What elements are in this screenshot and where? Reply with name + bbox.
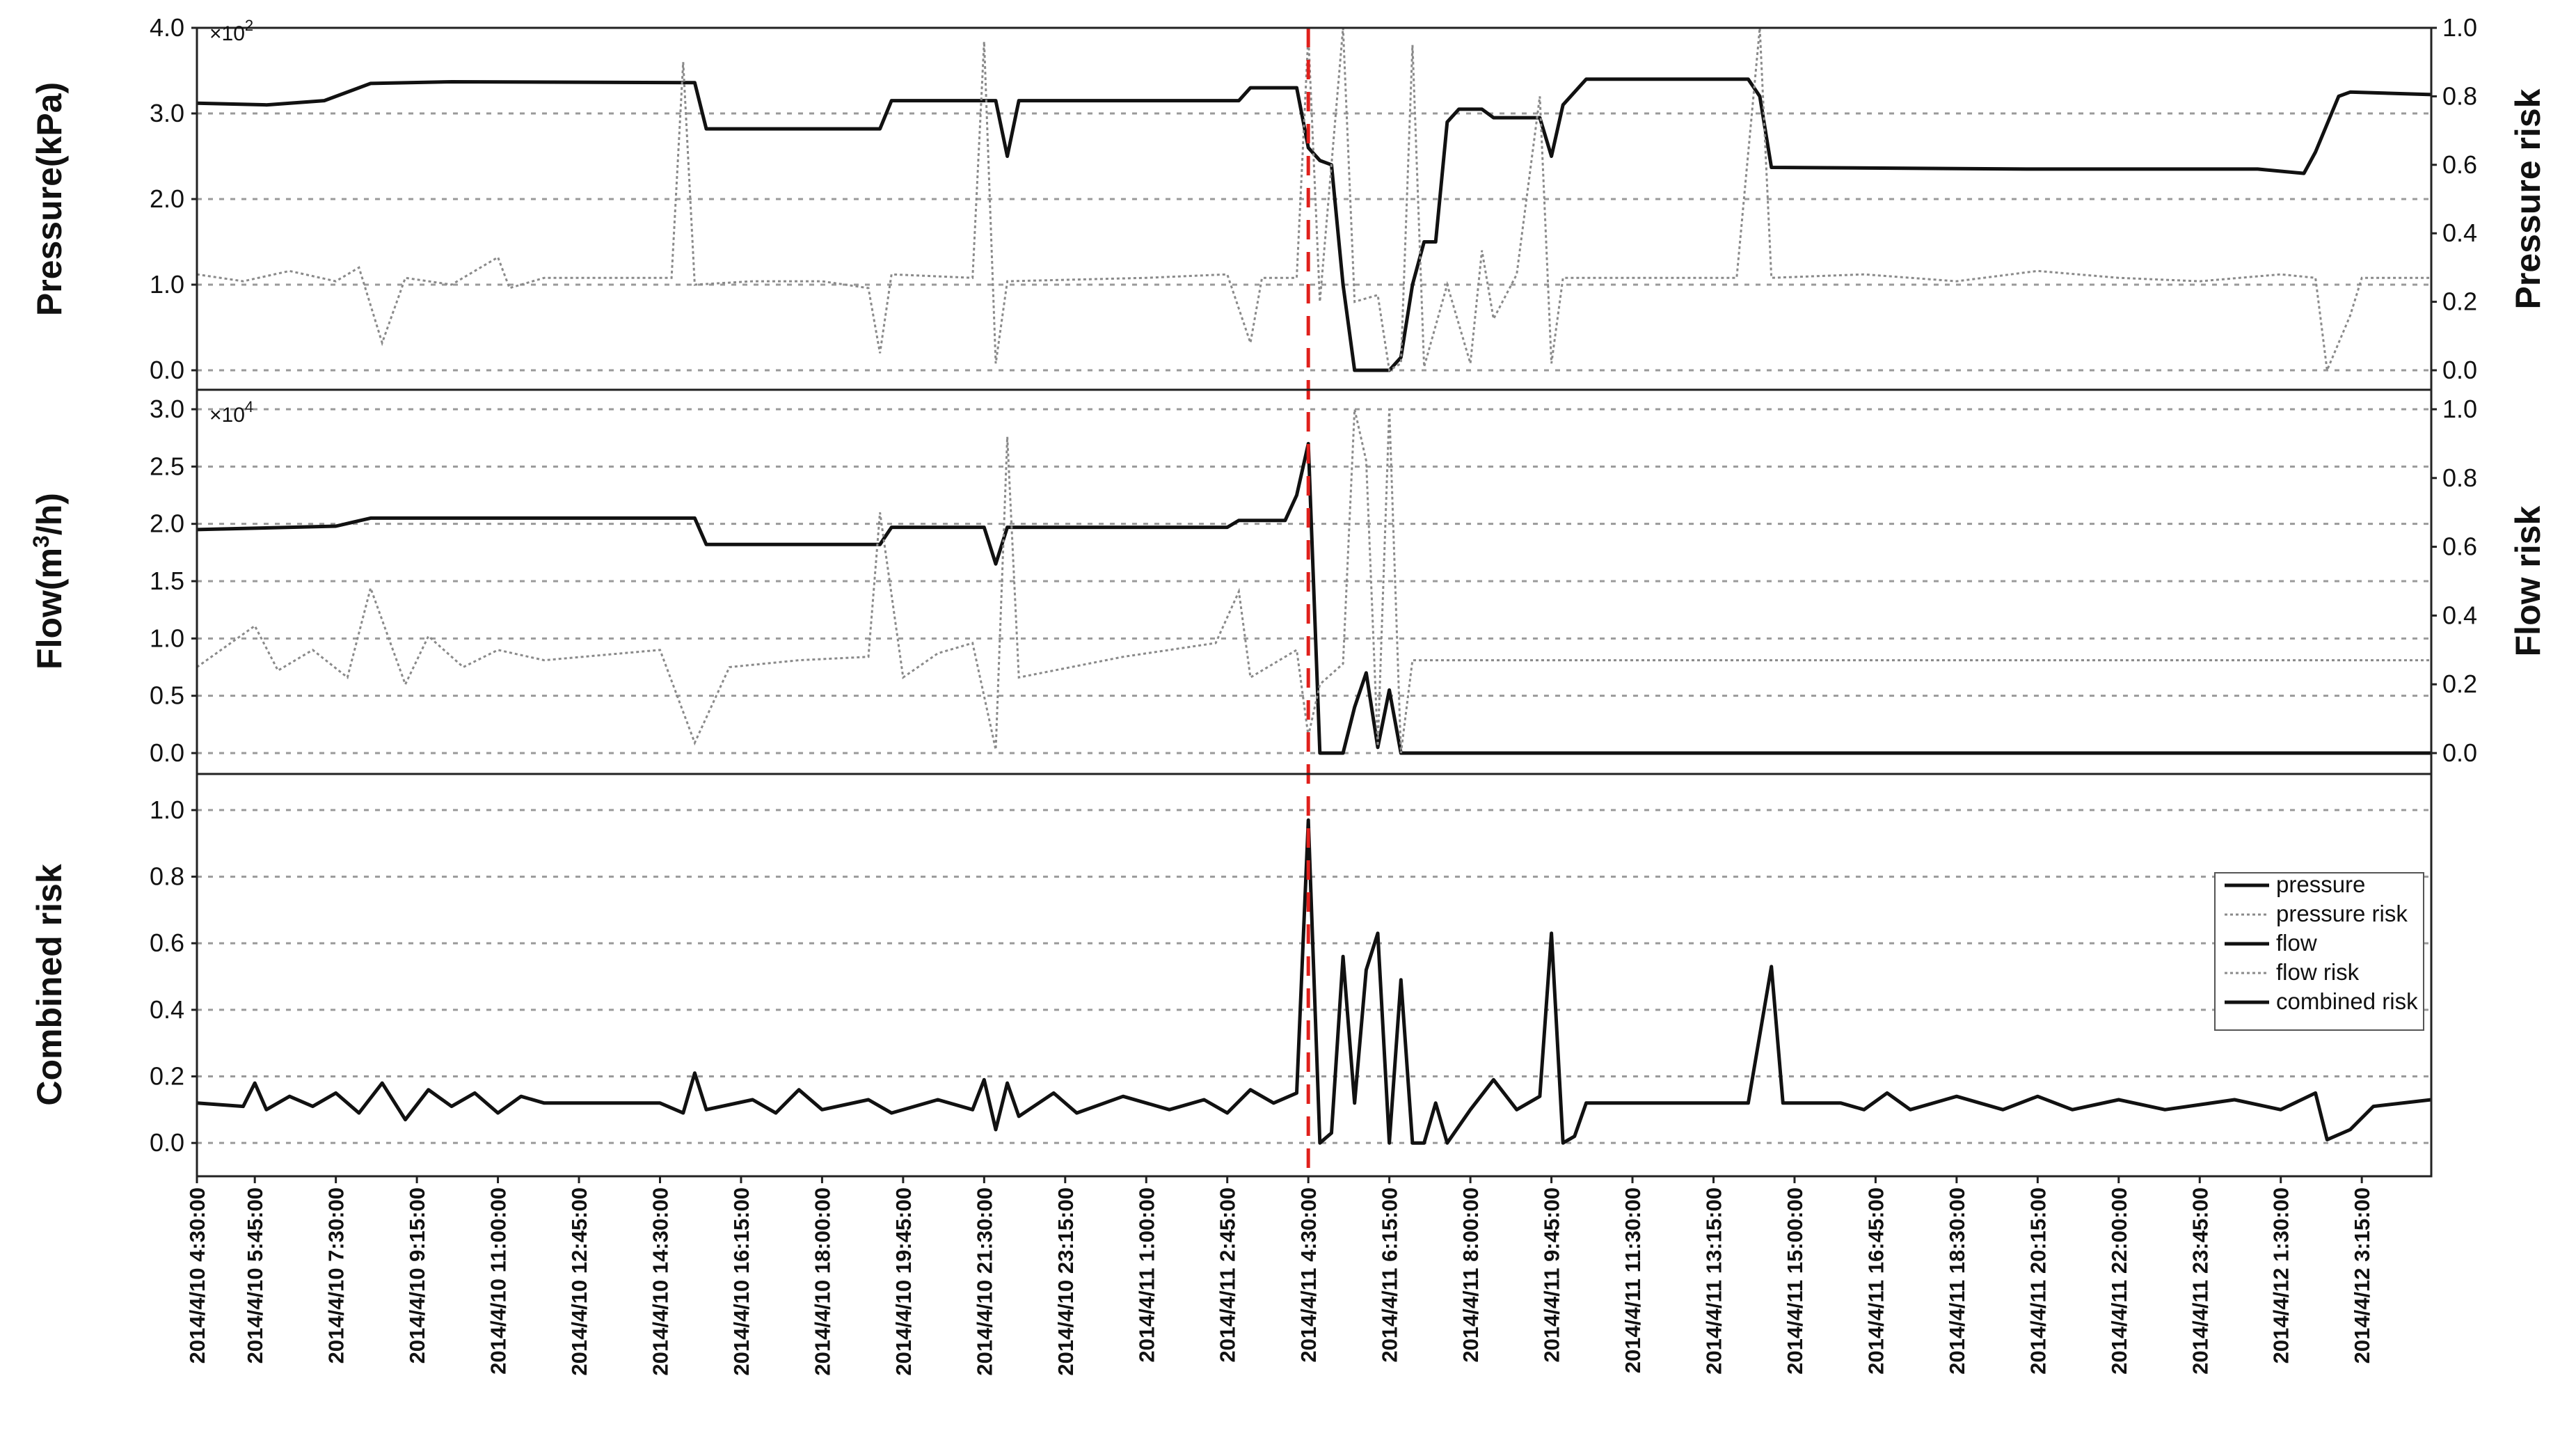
x-tick-label: 2014/4/11 13:15:00 <box>1701 1187 1726 1375</box>
x-tick-label: 2014/4/11 16:45:00 <box>1863 1187 1888 1375</box>
flow-left-tick-label: 0.5 <box>150 681 184 710</box>
flow-left-tick-label: 3.0 <box>150 395 184 423</box>
pressure-left-tick-label: 2.0 <box>150 184 184 213</box>
pressure-axis-multiplier: ×102 <box>209 17 253 45</box>
x-tick-label: 2014/4/11 22:00:00 <box>2107 1187 2131 1375</box>
legend-label: flow <box>2276 930 2317 956</box>
x-tick-label: 2014/4/10 19:45:00 <box>891 1187 916 1376</box>
pressure-right-tick-label: 0.2 <box>2442 287 2477 316</box>
x-tick-label: 2014/4/10 11:00:00 <box>486 1187 511 1375</box>
combined-left-tick-label: 1.0 <box>150 796 184 824</box>
flow-risk-series-line <box>196 409 2431 754</box>
flow-left-axis-title: Flow(m3/h) <box>29 493 69 670</box>
combined-left-tick-label: 0.0 <box>150 1128 184 1157</box>
combined-left-axis-title: Combined risk <box>30 864 69 1105</box>
legend-label: pressure risk <box>2276 901 2408 926</box>
x-tick-label: 2014/4/11 9:45:00 <box>1540 1187 1564 1363</box>
pressure-left-tick-label: 0.0 <box>150 356 184 384</box>
series-layer <box>196 27 2432 1145</box>
flow-series-line <box>196 441 2431 755</box>
frame-layer <box>196 26 2433 1178</box>
x-tick-label: 2014/4/10 18:00:00 <box>810 1187 834 1376</box>
flow-right-tick-label: 0.4 <box>2442 601 2477 629</box>
pressure-series-line <box>196 77 2432 372</box>
combined-left-tick-label: 0.4 <box>150 995 184 1024</box>
legend-label: flow risk <box>2276 959 2360 985</box>
x-tick-label: 2014/4/11 18:30:00 <box>1945 1187 1969 1375</box>
flow-left-tick-label: 2.5 <box>150 452 184 480</box>
pressure-right-axis-title: Pressure risk <box>2509 88 2547 309</box>
x-tick-label: 2014/4/11 11:30:00 <box>1621 1187 1645 1373</box>
pressure-risk-series-line <box>196 27 2431 374</box>
x-tick-label: 2014/4/10 4:30:00 <box>185 1187 209 1363</box>
x-tick-label: 2014/4/11 4:30:00 <box>1296 1187 1321 1363</box>
flow-left-tick-label: 1.0 <box>150 624 184 652</box>
x-tick-label: 2014/4/10 23:15:00 <box>1054 1187 1078 1376</box>
combined-left-tick-label: 0.6 <box>150 928 184 957</box>
pressure-left-tick-label: 3.0 <box>150 99 184 127</box>
flow-right-tick-label: 1.0 <box>2442 395 2477 423</box>
legend-label: combined risk <box>2276 988 2418 1014</box>
x-tick-label: 2014/4/11 20:15:00 <box>2026 1187 2050 1375</box>
x-tick-label: 2014/4/11 2:45:00 <box>1216 1187 1240 1363</box>
pressure-right-tick-label: 0.8 <box>2442 81 2477 110</box>
pressure-right-tick-label: 0.0 <box>2442 356 2477 384</box>
legend: pressure pressure risk flow flow risk combin… <box>2214 871 2424 1031</box>
flow-right-tick-label: 0.8 <box>2442 464 2477 492</box>
flow-left-tick-label: 1.5 <box>150 567 184 595</box>
flow-left-tick-label: 0.0 <box>150 738 184 767</box>
x-tick-label: 2014/4/10 12:45:00 <box>567 1187 591 1376</box>
x-tick-label: 2014/4/11 1:00:00 <box>1134 1187 1159 1363</box>
pressure-left-tick-label: 4.0 <box>150 13 184 42</box>
x-tick-label: 2014/4/11 15:00:00 <box>1783 1187 1807 1375</box>
flow-axis-multiplier: ×104 <box>209 398 253 427</box>
combined-risk-series-line <box>196 818 2432 1145</box>
flow-right-tick-label: 0.0 <box>2442 738 2477 767</box>
flow-right-axis-title: Flow risk <box>2509 505 2547 656</box>
pressure-left-tick-label: 1.0 <box>150 270 184 299</box>
x-tick-label: 2014/4/10 14:30:00 <box>648 1187 672 1376</box>
pressure-right-tick-label: 0.4 <box>2442 219 2477 247</box>
x-tick-label: 2014/4/11 6:15:00 <box>1378 1187 1402 1363</box>
x-tick-label: 2014/4/12 1:30:00 <box>2269 1187 2293 1363</box>
x-tick-label: 2014/4/10 16:15:00 <box>729 1187 754 1376</box>
x-tick-label: 2014/4/10 9:15:00 <box>405 1187 429 1363</box>
flow-right-tick-label: 0.2 <box>2442 670 2477 698</box>
legend-label: pressure <box>2276 871 2365 897</box>
flow-right-tick-label: 0.6 <box>2442 532 2477 561</box>
combined-left-tick-label: 0.8 <box>150 862 184 891</box>
x-tick-label: 2014/4/10 7:30:00 <box>324 1187 349 1363</box>
pressure-right-tick-label: 1.0 <box>2442 13 2477 42</box>
flow-left-tick-label: 2.0 <box>150 509 184 538</box>
x-tick-label: 2014/4/10 5:45:00 <box>243 1187 267 1363</box>
x-tick-label: 2014/4/11 8:00:00 <box>1458 1187 1483 1363</box>
combined-left-tick-label: 0.2 <box>150 1062 184 1091</box>
x-tick-label: 2014/4/12 3:15:00 <box>2350 1187 2374 1363</box>
plot-frame <box>196 26 2433 1178</box>
pressure-left-axis-title: Pressure(kPa) <box>30 82 69 316</box>
axes-layer: 0.0 1.0 2.0 3.0 4.0 ×102 Pressure(kPa) 0.0 0.2 0.… <box>29 13 2547 1376</box>
x-tick-label: 2014/4/10 21:30:00 <box>972 1187 996 1376</box>
pressure-right-tick-label: 0.6 <box>2442 150 2477 179</box>
x-tick-label: 2014/4/11 23:45:00 <box>2188 1187 2212 1375</box>
